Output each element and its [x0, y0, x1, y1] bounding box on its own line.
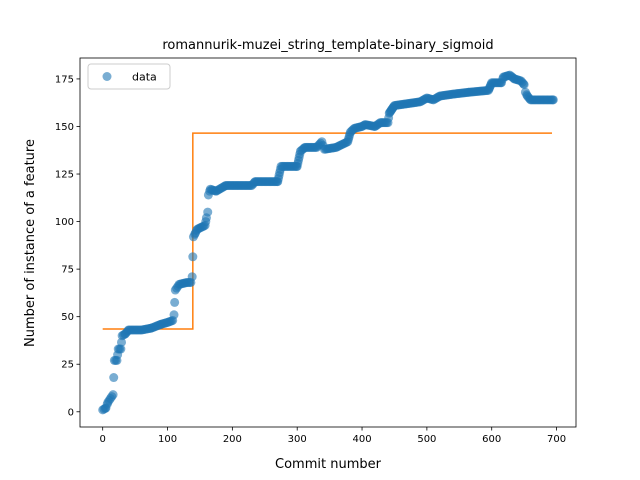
y-tick-label: 125	[55, 170, 74, 181]
data-point	[170, 310, 179, 319]
y-tick-label: 50	[61, 312, 74, 323]
y-tick-label: 100	[55, 217, 74, 228]
data-point	[549, 95, 558, 104]
legend-box	[88, 64, 170, 89]
x-tick-label: 0	[100, 434, 106, 445]
y-tick-label: 150	[55, 122, 74, 133]
data-point	[170, 298, 179, 307]
data-point	[520, 80, 529, 89]
x-tick-label: 500	[417, 434, 436, 445]
y-tick-label: 175	[55, 74, 74, 85]
chart-title: romannurik-muzei_string_template-binary_…	[162, 38, 493, 53]
y-tick-label: 75	[61, 265, 74, 276]
data-point	[203, 208, 212, 217]
legend-label-data: data	[132, 71, 157, 84]
x-axis-label: Commit number	[275, 457, 382, 472]
y-tick-label: 0	[68, 407, 74, 418]
x-tick-label: 600	[482, 434, 501, 445]
x-tick-label: 700	[547, 434, 566, 445]
data-point	[109, 390, 118, 399]
data-point	[109, 373, 118, 382]
legend-marker	[103, 72, 112, 81]
data-point	[188, 272, 197, 281]
y-tick-label: 25	[61, 360, 74, 371]
data-point	[188, 252, 197, 261]
x-tick-label: 200	[223, 434, 242, 445]
legend: data	[88, 64, 170, 89]
x-tick-label: 400	[352, 434, 371, 445]
x-tick-label: 100	[158, 434, 177, 445]
x-tick-label: 300	[288, 434, 307, 445]
y-axis-label: Number of instance of a feature	[23, 139, 38, 347]
